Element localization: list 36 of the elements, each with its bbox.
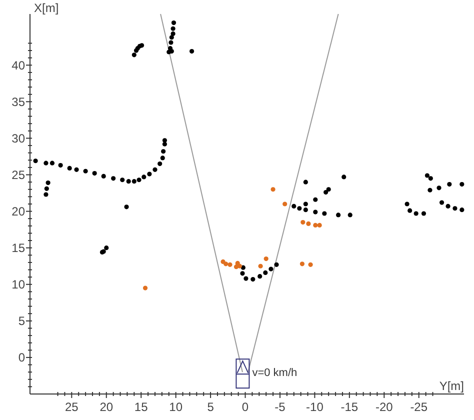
x-axis-title: Y[m] [439,379,464,393]
x-tick-label: -20 [375,400,394,414]
y-tick-label: 40 [12,58,26,72]
point [306,221,311,226]
y-tick-label: 35 [12,94,26,109]
point [313,222,318,228]
point [258,264,263,268]
y-tick-label: 20 [12,204,26,219]
y-tick-label: 15 [12,241,26,256]
point [308,262,313,267]
x-tick-label: 0 [242,400,249,414]
x-tick-label: 10 [169,400,183,414]
y-tick-label: 10 [12,278,26,292]
point [224,262,228,266]
x-tick-label: -15 [340,400,358,414]
x-tick-label: 5 [207,400,214,414]
x-tick-label: 20 [100,400,114,414]
point [228,262,232,267]
y-tick-label: 5 [18,314,26,328]
point [300,262,305,266]
y-tick-label: 30 [12,131,26,146]
x-tick-label: 25 [64,400,79,414]
x-tick-label: 15 [134,400,148,414]
x-tick-label: -25 [410,400,428,414]
y-tick-label: 0 [18,350,26,365]
y-tick-label: 25 [12,168,26,182]
point [142,286,148,290]
point [300,220,306,225]
annotation: v=0 km/h [252,366,298,379]
x-tick-label: -5 [274,400,286,414]
x-tick-label: -10 [306,400,324,414]
point [317,222,322,228]
y-axis-title: X[m] [34,1,59,15]
point [264,256,268,262]
point [270,187,276,192]
point [282,202,288,206]
